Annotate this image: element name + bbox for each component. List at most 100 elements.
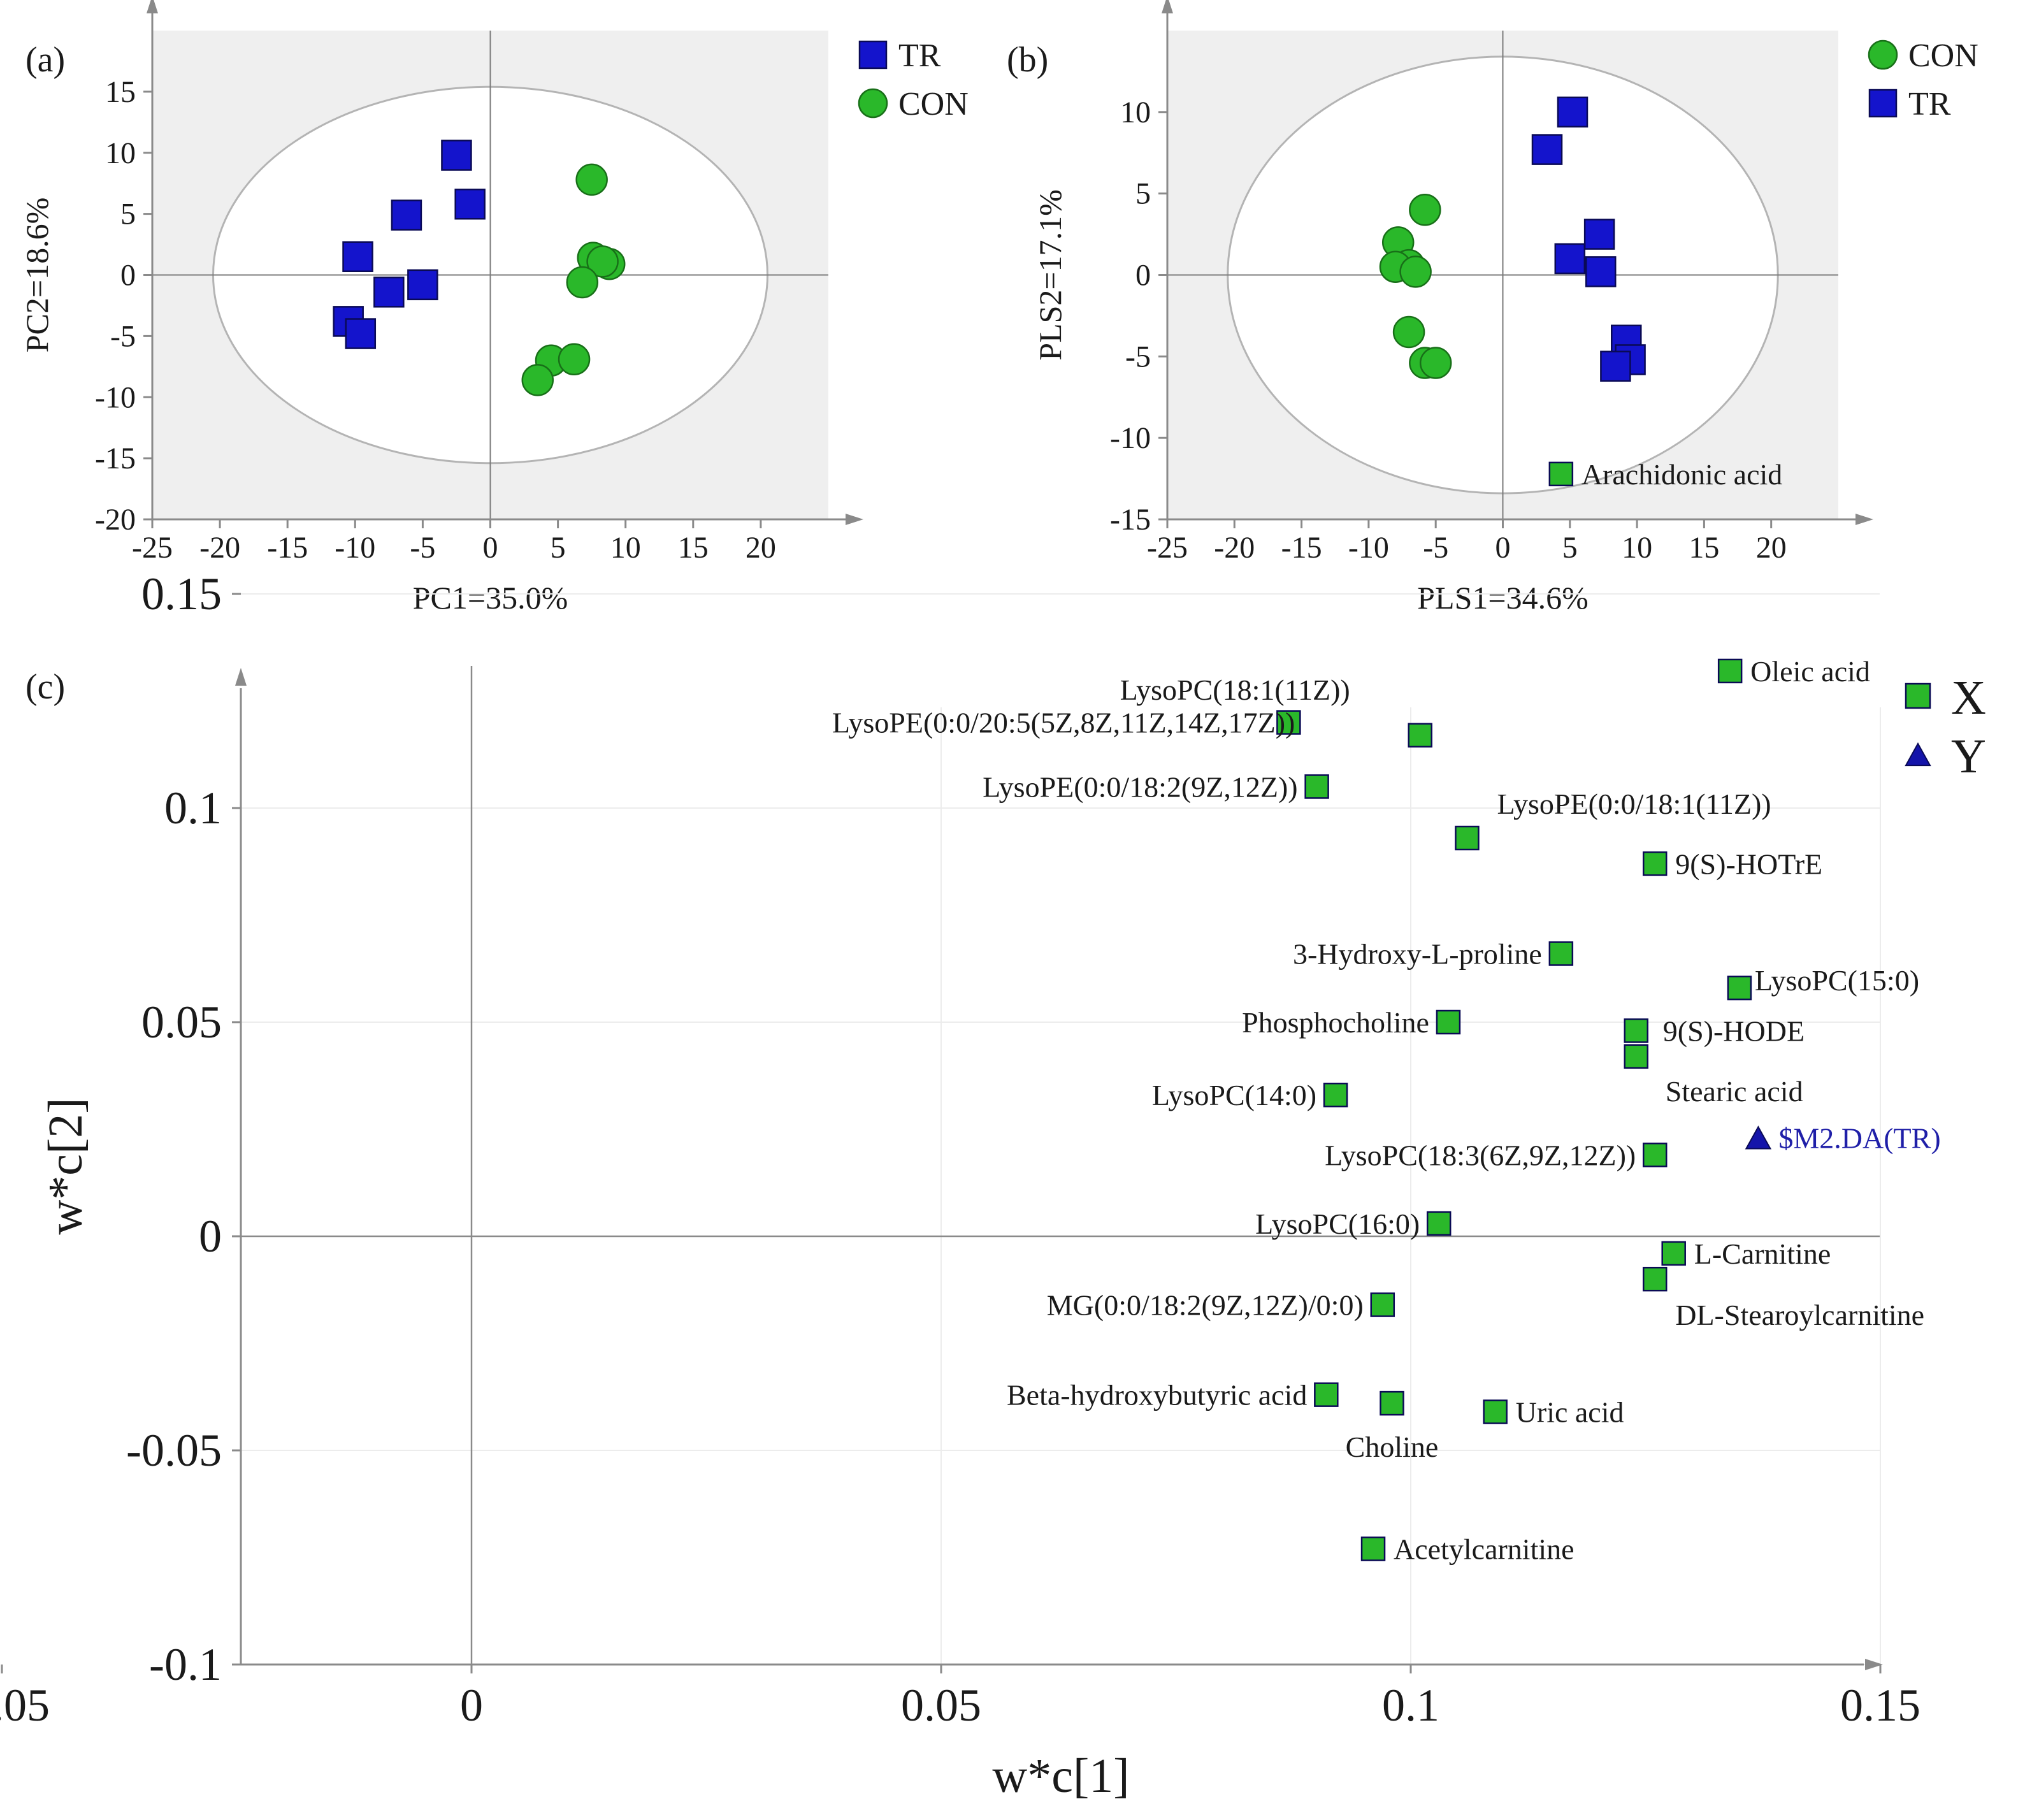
panel-label: (b) bbox=[1007, 40, 1048, 80]
y-axis-arrow bbox=[235, 668, 247, 686]
y-tick-label: -15 bbox=[95, 442, 136, 475]
x-tick-label: -10 bbox=[1348, 531, 1389, 565]
point-label: 9(S)-HODE bbox=[1663, 1015, 1805, 1047]
data-point-con bbox=[575, 163, 608, 196]
x-tick-label: 15 bbox=[678, 531, 709, 565]
data-point-x bbox=[1661, 1241, 1686, 1266]
data-point-x bbox=[1426, 1211, 1452, 1236]
y-tick-label: 0 bbox=[1135, 259, 1151, 292]
y-axis-title: w*c[2] bbox=[39, 1097, 92, 1234]
point-label: Arachidonic acid bbox=[1582, 458, 1782, 491]
y-tick-label: -15 bbox=[1110, 503, 1151, 537]
legend-marker-con bbox=[1868, 40, 1898, 70]
x-tick-label: -25 bbox=[1147, 531, 1188, 565]
x-tick-label: 10 bbox=[610, 531, 641, 565]
x-tick-label: 0 bbox=[460, 1680, 483, 1731]
point-label: Choline bbox=[1346, 1431, 1439, 1463]
data-point-x bbox=[1455, 825, 1480, 851]
x-tick-label: 0.1 bbox=[1382, 1680, 1439, 1731]
panel-label: (c) bbox=[25, 667, 65, 707]
x-tick-label: 10 bbox=[1622, 531, 1652, 565]
point-label: Uric acid bbox=[1516, 1396, 1624, 1429]
panel-a-pca-score-plot: -25 -20 -15 -10 -5 0 5 10 15 20-20-15-10-5051015P… bbox=[19, 0, 969, 616]
x-tick-label: 0 bbox=[1495, 531, 1511, 565]
data-point-x bbox=[1408, 723, 1432, 748]
y-tick-label: 15 bbox=[105, 75, 136, 109]
data-point-tr bbox=[407, 269, 438, 301]
data-point-x bbox=[1642, 1143, 1668, 1167]
legend-label-con: CON bbox=[898, 86, 969, 122]
x-axis-arrow bbox=[846, 514, 863, 525]
y-tick-label: -0.05 bbox=[126, 1425, 222, 1476]
y-axis-arrow bbox=[147, 0, 158, 13]
legend-label-x: X bbox=[1951, 671, 1986, 725]
data-point-x bbox=[1624, 1044, 1649, 1069]
y-tick-label: 10 bbox=[1120, 96, 1151, 129]
data-point-con bbox=[1392, 315, 1425, 349]
panel-b-pls-score-plot: -25 -20 -15 -10 -5 0 5 10 15 20 -15 -10 -5 0 5 10 PLS1=3… bbox=[1007, 0, 1978, 616]
data-point-tr bbox=[391, 199, 422, 231]
x-axis-arrow bbox=[1855, 514, 1873, 525]
data-point-tr bbox=[454, 189, 486, 220]
y-tick-label: -0.1 bbox=[149, 1639, 222, 1690]
y-tick-label: 0 bbox=[199, 1211, 222, 1262]
data-point-tr bbox=[345, 318, 377, 349]
data-point-tr bbox=[1531, 134, 1563, 165]
data-point-x bbox=[1548, 941, 1574, 966]
data-point-tr bbox=[441, 140, 472, 171]
data-point-con bbox=[558, 343, 591, 376]
point-label: 3-Hydroxy-L-proline bbox=[1293, 937, 1542, 970]
data-point-con bbox=[1409, 193, 1441, 226]
x-tick-label: -15 bbox=[1281, 531, 1322, 565]
point-label: 9(S)-HOTrE bbox=[1675, 848, 1822, 880]
x-tick-label: 15 bbox=[1689, 531, 1719, 565]
data-point-tr bbox=[373, 277, 405, 308]
y-tick-label: -10 bbox=[1110, 421, 1151, 455]
point-label: MG(0:0/18:2(9Z,12Z)/0:0) bbox=[1047, 1289, 1364, 1322]
point-label: LysoPE(0:0/20:5(5Z,8Z,11Z,14Z,17Z)) bbox=[832, 707, 1295, 739]
legend-marker-x bbox=[1905, 682, 1931, 709]
x-tick-label: -10 bbox=[335, 531, 375, 565]
data-point-x bbox=[1304, 774, 1329, 799]
point-label: DL-Stearoylcarnitine bbox=[1675, 1299, 1924, 1331]
x-tick-label: 0.05 bbox=[901, 1680, 981, 1731]
point-label: Acetylcarnitine bbox=[1394, 1533, 1574, 1566]
data-point-x bbox=[1483, 1399, 1508, 1424]
data-point-tr bbox=[1585, 256, 1617, 287]
y-tick-label: 0.05 bbox=[141, 997, 222, 1048]
data-point-x bbox=[1276, 710, 1301, 735]
y-tick-label: 0 bbox=[120, 259, 136, 292]
point-label: $M2.DA(TR) bbox=[1778, 1122, 1940, 1154]
data-point-tr bbox=[1554, 243, 1586, 275]
point-label: Stearic acid bbox=[1666, 1075, 1803, 1108]
x-axis-title: PC1=35.0% bbox=[413, 580, 568, 616]
legend-marker-con bbox=[858, 88, 888, 119]
point-label: LysoPC(15:0) bbox=[1755, 964, 1919, 997]
y-tick-label: -5 bbox=[1125, 340, 1151, 373]
y-tick-label: 5 bbox=[120, 198, 136, 231]
data-point-x bbox=[1436, 1009, 1461, 1035]
point-label: Oleic acid bbox=[1750, 655, 1870, 688]
point-label: LysoPC(18:3(6Z,9Z,12Z)) bbox=[1325, 1139, 1636, 1171]
y-tick-label: -10 bbox=[95, 380, 136, 414]
x-tick-label: -20 bbox=[199, 531, 240, 565]
point-label: LysoPC(14:0) bbox=[1152, 1079, 1316, 1111]
point-label: LysoPC(18:1(11Z)) bbox=[1120, 674, 1350, 706]
x-tick-label: 5 bbox=[551, 531, 566, 565]
legend-label-tr: TR bbox=[898, 38, 941, 74]
x-axis-title: w*c[1] bbox=[992, 1749, 1129, 1803]
y-tick-label: 10 bbox=[105, 136, 136, 170]
data-point-tr bbox=[1600, 350, 1631, 382]
point-label: LysoPC(16:0) bbox=[1255, 1208, 1420, 1240]
x-tick-label: -0.05 bbox=[0, 1680, 50, 1731]
data-point-con bbox=[566, 266, 599, 299]
data-point-x bbox=[1370, 1292, 1395, 1317]
data-point-x bbox=[1624, 1018, 1649, 1043]
legend-label-y: Y bbox=[1951, 730, 1986, 783]
y-axis-title: PLS2=17.1% bbox=[1032, 189, 1068, 361]
data-point-con bbox=[1399, 256, 1432, 288]
point-label: Beta-hydroxybutyric acid bbox=[1007, 1379, 1307, 1412]
data-point-x bbox=[1360, 1536, 1386, 1561]
data-point-x bbox=[1642, 851, 1668, 876]
